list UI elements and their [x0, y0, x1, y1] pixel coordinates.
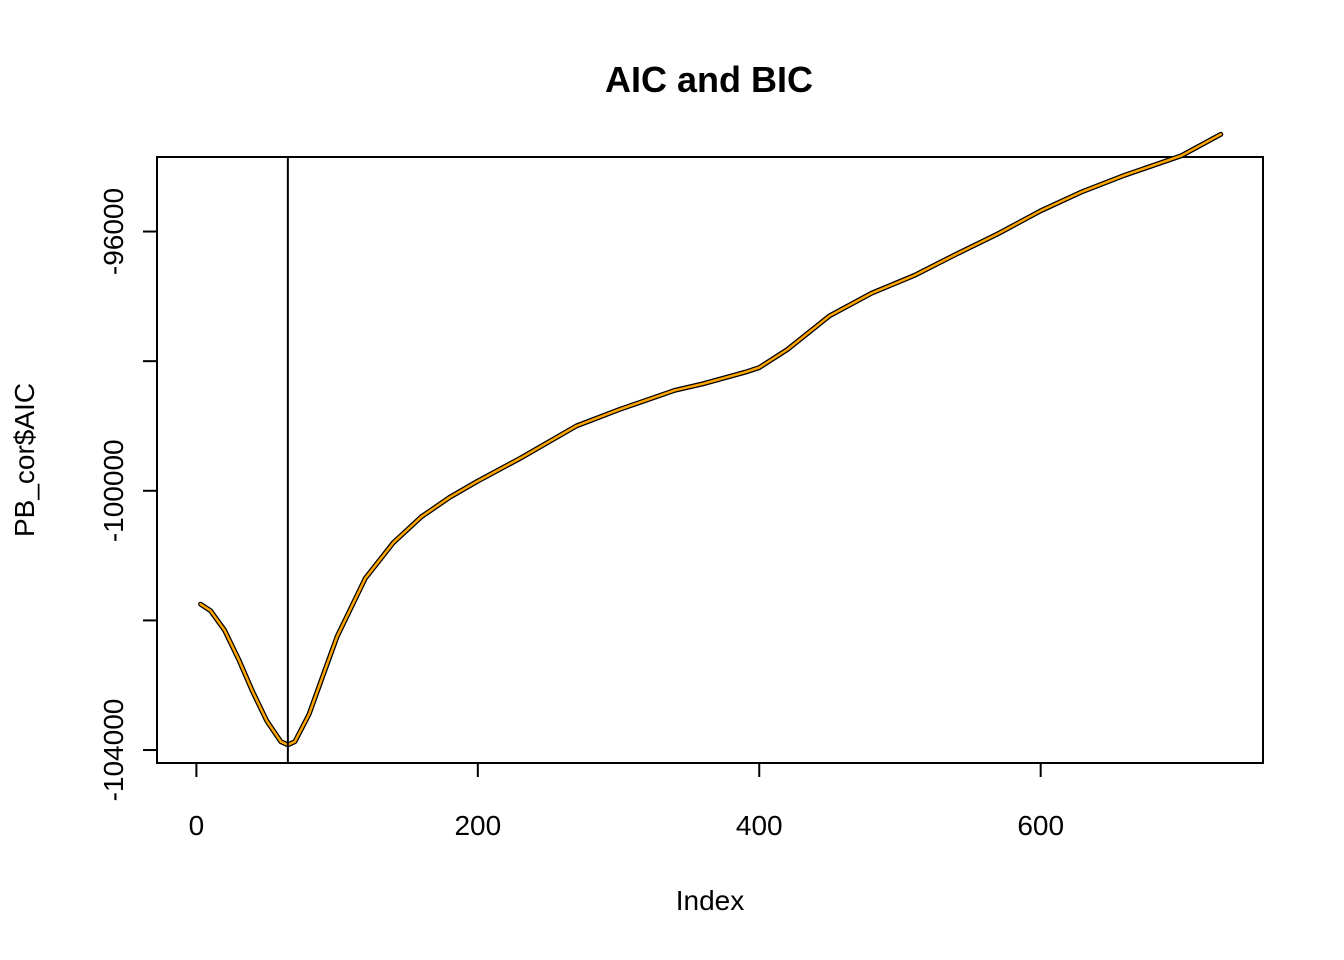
- series-layer: [198, 131, 1224, 748]
- x-axis: 0 200 400 600: [189, 762, 1064, 841]
- series-line-2: [199, 133, 1223, 747]
- y-tick-label: -100000: [98, 439, 129, 542]
- x-tick-label: 400: [736, 810, 783, 841]
- x-axis-label: Index: [676, 885, 745, 916]
- y-tick-label: -96000: [98, 188, 129, 275]
- y-tick-label: -104000: [98, 699, 129, 802]
- chart-title: AIC and BIC: [605, 59, 813, 100]
- x-tick-label: 0: [189, 810, 205, 841]
- y-axis-label: PB_cor$AIC: [9, 383, 40, 537]
- y-axis: -104000 -100000 -96000: [98, 188, 158, 802]
- x-tick-label: 200: [454, 810, 501, 841]
- x-tick-label: 600: [1017, 810, 1064, 841]
